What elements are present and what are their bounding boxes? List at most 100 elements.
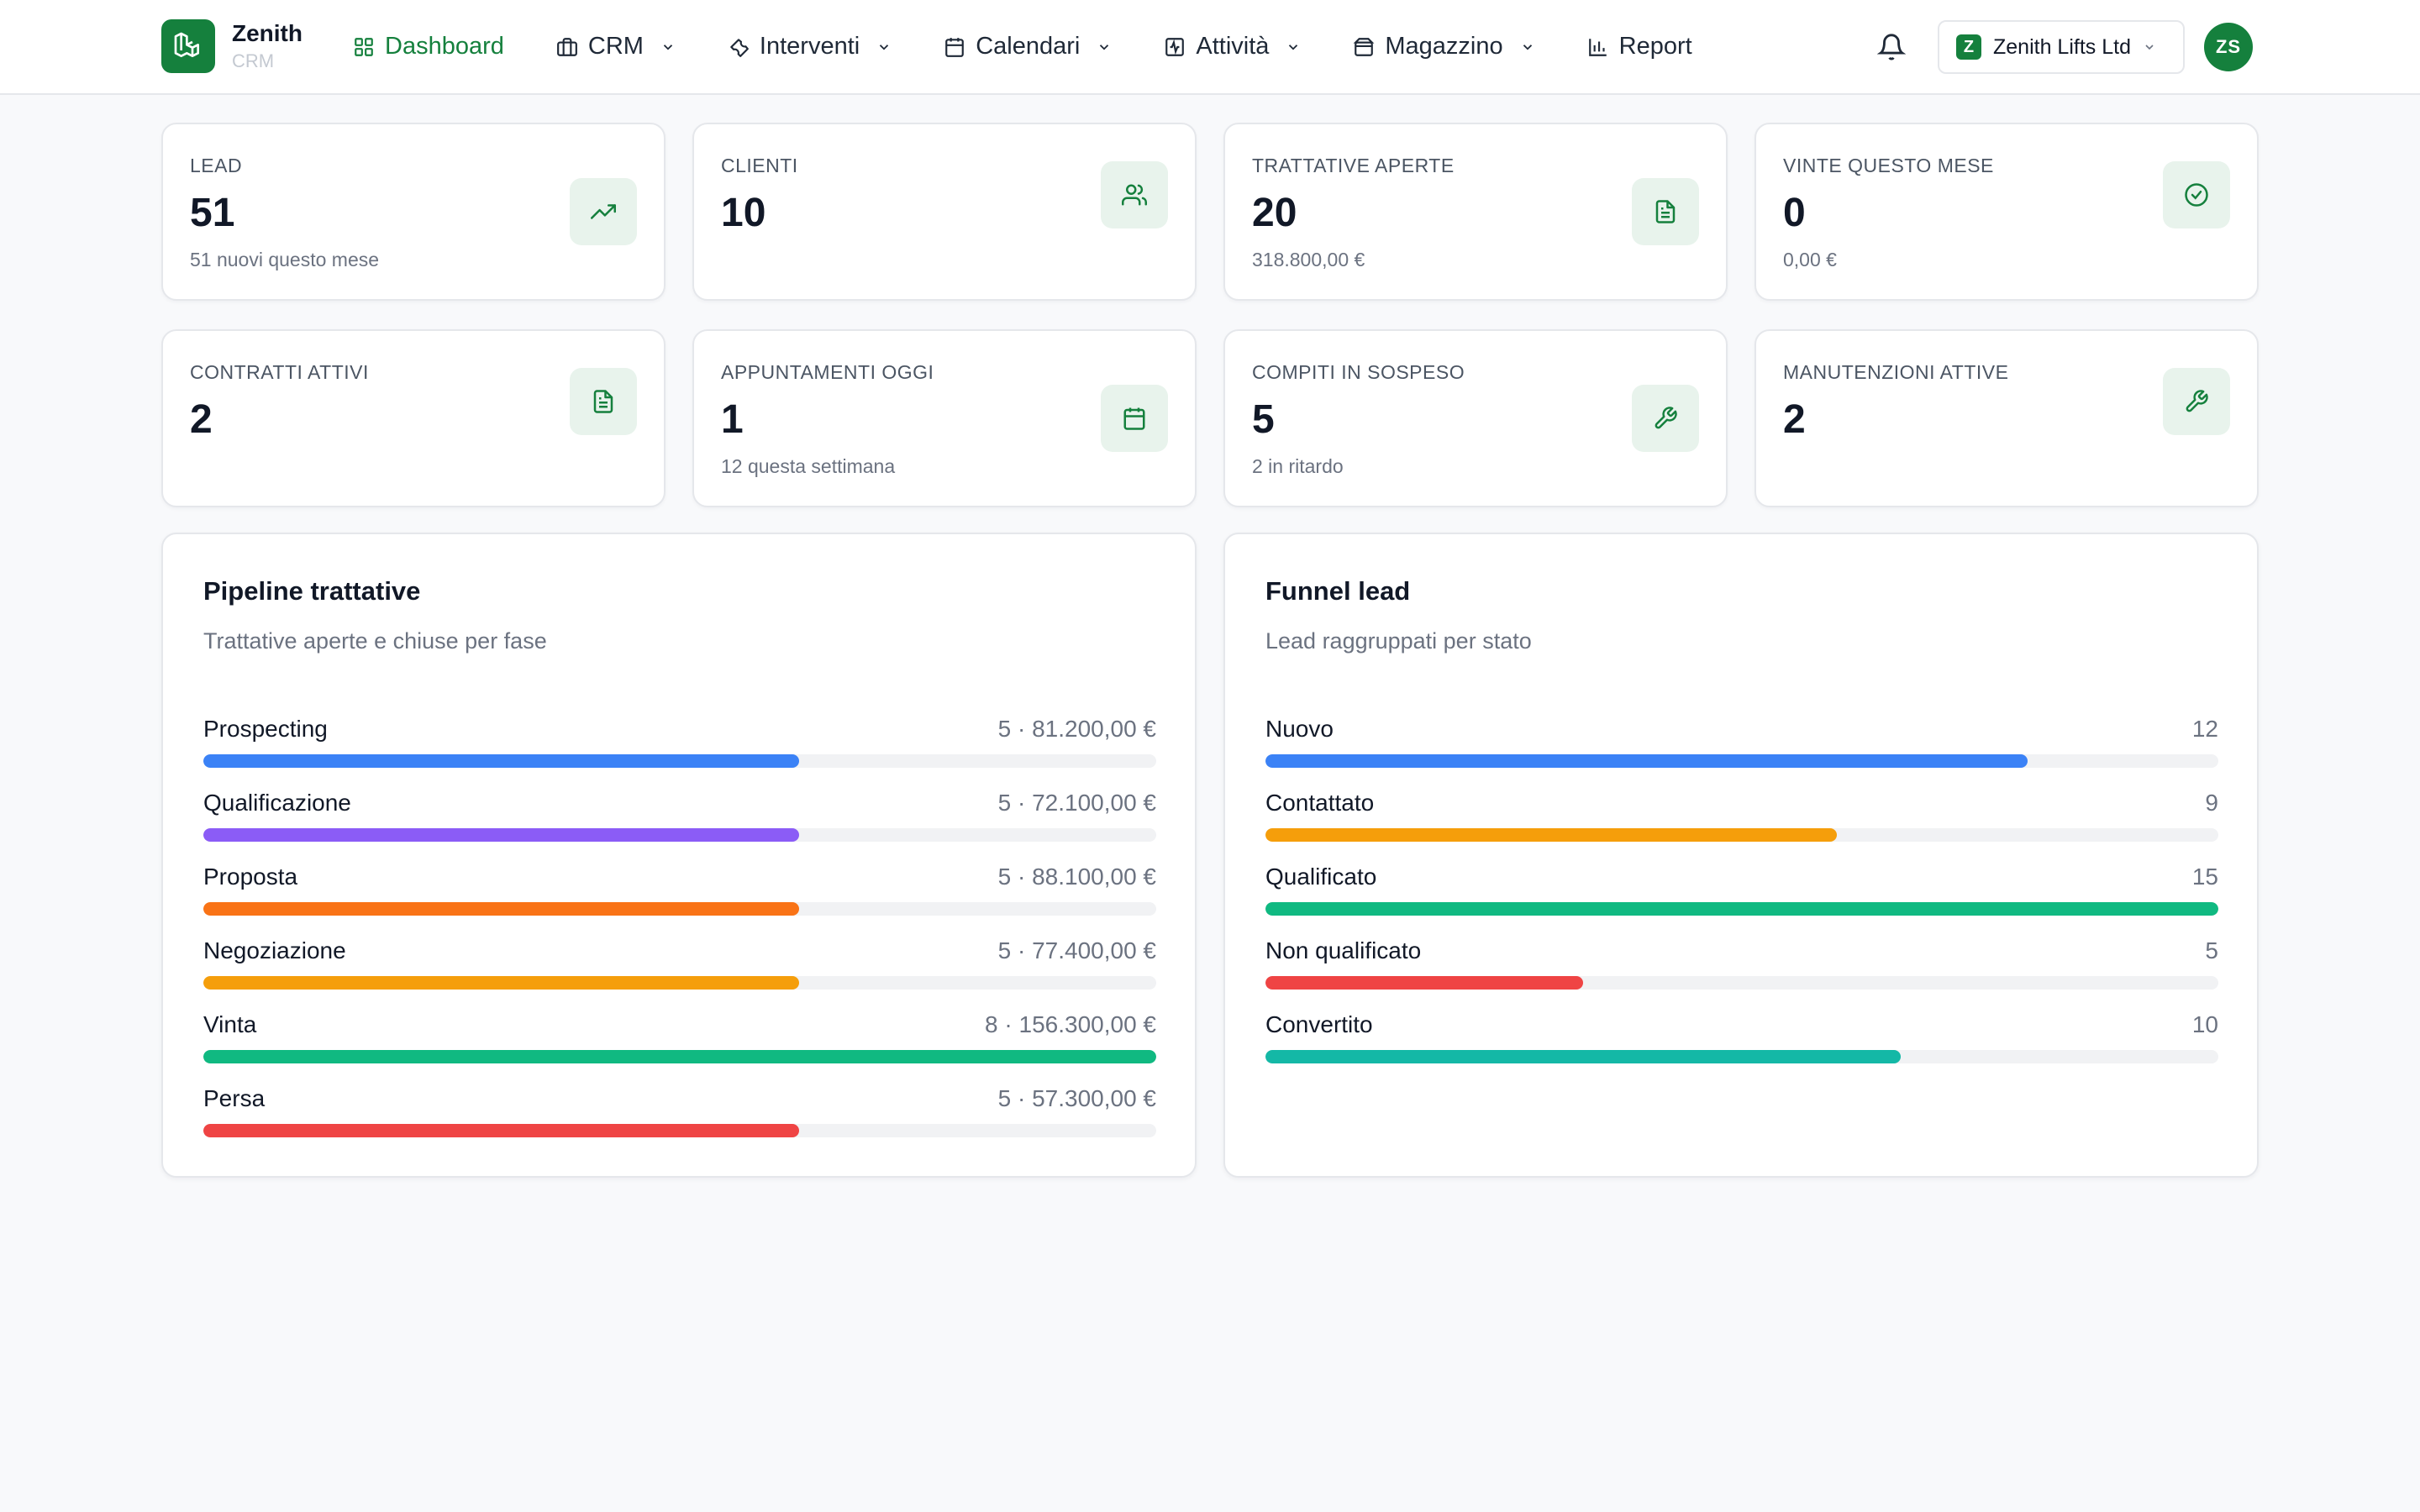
stats-grid: LEAD 51 51 nuovi questo mese CLIENTI 10 … bbox=[161, 123, 2260, 507]
chevron-down-icon bbox=[1520, 39, 1535, 55]
bar-fill bbox=[1265, 1050, 1902, 1063]
bar-value: 15 bbox=[2191, 864, 2218, 890]
nav-item-label: Calendari bbox=[976, 33, 1081, 60]
nav-item-attivita[interactable]: Attività bbox=[1164, 24, 1301, 71]
stat-card-trattative-aperte[interactable]: TRATTATIVE APERTE 20 318.800,00 € bbox=[1223, 123, 1728, 301]
brand-logo-icon bbox=[161, 19, 215, 73]
bar-value: 5 · 81.200,00 € bbox=[997, 716, 1156, 742]
pipeline-row: Qualificazione 5 · 72.100,00 € bbox=[203, 790, 1156, 864]
panel-subtitle: Lead raggruppati per stato bbox=[1265, 628, 1532, 654]
bar-track bbox=[203, 976, 1156, 990]
bar-track bbox=[1265, 828, 2218, 842]
bar-track bbox=[1265, 1050, 2218, 1063]
panel-subtitle: Trattative aperte e chiuse per fase bbox=[203, 628, 547, 654]
nav-item-label: Report bbox=[1618, 33, 1692, 60]
pipeline-bars: Prospecting 5 · 81.200,00 € Qualificazio… bbox=[203, 716, 1156, 1159]
users-icon bbox=[1101, 161, 1168, 228]
organization-switcher[interactable]: Z Zenith Lifts Ltd bbox=[1938, 20, 2185, 74]
trending-up-icon bbox=[570, 178, 637, 245]
nav-item-label: Interventi bbox=[759, 33, 860, 60]
chevron-down-icon bbox=[2143, 40, 2156, 54]
activity-icon bbox=[1164, 36, 1186, 58]
bar-fill bbox=[203, 976, 799, 990]
bar-fill bbox=[1265, 902, 2218, 916]
nav-item-dashboard[interactable]: Dashboard bbox=[353, 24, 504, 71]
bar-fill bbox=[203, 1124, 799, 1137]
chevron-down-icon bbox=[1097, 39, 1112, 55]
bar-fill bbox=[1265, 754, 2028, 768]
nav-item-crm[interactable]: CRM bbox=[556, 24, 676, 71]
bar-label: Negoziazione bbox=[203, 937, 346, 963]
bar-track bbox=[203, 902, 1156, 916]
bar-track bbox=[203, 828, 1156, 842]
wrench-icon bbox=[1632, 385, 1699, 452]
brand-name: Zenith bbox=[232, 20, 302, 46]
nav-item-label: Magazzino bbox=[1385, 33, 1503, 60]
stat-card-appuntamenti-oggi[interactable]: APPUNTAMENTI OGGI 1 12 questa settimana bbox=[692, 329, 1197, 507]
bar-label: Proposta bbox=[203, 864, 298, 890]
bar-value: 5 · 77.400,00 € bbox=[997, 937, 1156, 963]
bar-value: 12 bbox=[2191, 716, 2218, 742]
panel-title: Pipeline trattative bbox=[203, 576, 421, 606]
funnel-row: Contattato 9 bbox=[1265, 790, 2218, 864]
nav-item-calendari[interactable]: Calendari bbox=[944, 24, 1112, 71]
calendar-icon bbox=[1101, 385, 1168, 452]
stat-subtext: 12 questa settimana bbox=[721, 455, 896, 477]
grid-icon bbox=[353, 36, 375, 58]
stat-card-vinte-questo-mese[interactable]: VINTE QUESTO MESE 0 0,00 € bbox=[1754, 123, 2259, 301]
stat-label: MANUTENZIONI ATTIVE bbox=[1783, 361, 2009, 383]
bar-value: 9 bbox=[2205, 790, 2218, 816]
stat-label: CLIENTI bbox=[721, 155, 798, 176]
stat-value: 51 bbox=[190, 191, 235, 235]
check-circle-icon bbox=[2163, 161, 2230, 228]
stat-value: 0 bbox=[1783, 191, 1806, 235]
bar-label: Qualificato bbox=[1265, 864, 1377, 890]
stat-value: 10 bbox=[721, 191, 766, 235]
stat-label: CONTRATTI ATTIVI bbox=[190, 361, 369, 383]
pipeline-row: Persa 5 · 57.300,00 € bbox=[203, 1085, 1156, 1159]
pipeline-row: Vinta 8 · 156.300,00 € bbox=[203, 1011, 1156, 1085]
bar-track bbox=[1265, 902, 2218, 916]
stat-card-compiti-in-sospeso[interactable]: COMPITI IN SOSPESO 5 2 in ritardo bbox=[1223, 329, 1728, 507]
wrench-icon bbox=[2163, 368, 2230, 435]
pipeline-panel: Pipeline trattative Trattative aperte e … bbox=[161, 533, 1197, 1178]
bar-label: Qualificazione bbox=[203, 790, 351, 816]
bar-track bbox=[203, 754, 1156, 768]
stat-label: COMPITI IN SOSPESO bbox=[1252, 361, 1465, 383]
main-menu: Dashboard CRM Interventi bbox=[353, 0, 1744, 93]
briefcase-icon bbox=[556, 36, 578, 58]
bar-fill bbox=[1265, 828, 1838, 842]
bar-fill bbox=[1265, 976, 1583, 990]
user-avatar[interactable]: ZS bbox=[2204, 23, 2253, 71]
stat-label: TRATTATIVE APERTE bbox=[1252, 155, 1455, 176]
bar-label: Non qualificato bbox=[1265, 937, 1422, 963]
bar-label: Vinta bbox=[203, 1011, 257, 1037]
stat-value: 1 bbox=[721, 397, 744, 442]
nav-item-interventi[interactable]: Interventi bbox=[728, 24, 892, 71]
wrench-icon bbox=[728, 36, 750, 58]
stat-card-manutenzioni-attive[interactable]: MANUTENZIONI ATTIVE 2 bbox=[1754, 329, 2259, 507]
stat-card-contratti-attivi[interactable]: CONTRATTI ATTIVI 2 bbox=[161, 329, 666, 507]
file-text-icon bbox=[570, 368, 637, 435]
nav-item-magazzino[interactable]: Magazzino bbox=[1353, 24, 1534, 71]
nav-item-label: Dashboard bbox=[385, 33, 504, 60]
bar-fill bbox=[203, 828, 799, 842]
bar-value: 5 · 88.100,00 € bbox=[997, 864, 1156, 890]
top-navbar: Zenith CRM Dashboard CRM bbox=[0, 0, 2420, 95]
bell-icon[interactable] bbox=[1877, 33, 1906, 61]
chevron-down-icon bbox=[660, 39, 676, 55]
bar-track bbox=[1265, 976, 2218, 990]
bar-value: 10 bbox=[2191, 1011, 2218, 1037]
stat-value: 20 bbox=[1252, 191, 1297, 235]
brand[interactable]: Zenith CRM bbox=[161, 19, 302, 73]
nav-item-report[interactable]: Report bbox=[1587, 24, 1692, 71]
bar-track bbox=[203, 1124, 1156, 1137]
stat-card-lead[interactable]: LEAD 51 51 nuovi questo mese bbox=[161, 123, 666, 301]
package-icon bbox=[1353, 36, 1375, 58]
bar-value: 5 · 72.100,00 € bbox=[997, 790, 1156, 816]
pipeline-row: Negoziazione 5 · 77.400,00 € bbox=[203, 937, 1156, 1011]
nav-item-label: Attività bbox=[1196, 33, 1270, 60]
stat-card-clienti[interactable]: CLIENTI 10 bbox=[692, 123, 1197, 301]
stat-value: 2 bbox=[1783, 397, 1806, 442]
nav-item-label: CRM bbox=[587, 33, 644, 60]
